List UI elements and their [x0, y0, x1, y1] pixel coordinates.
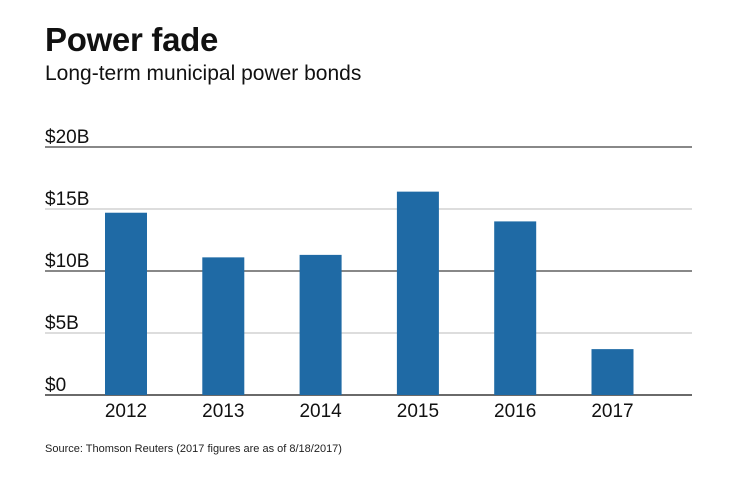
y-tick-label: $20B: [45, 127, 89, 148]
x-tick-label-2012: 2012: [105, 401, 147, 422]
x-tick-label-2017: 2017: [591, 401, 633, 422]
y-tick-label: $5B: [45, 313, 79, 334]
x-axis-tick-labels: 2012 2013 2014 2015 2016 2017: [105, 401, 634, 422]
y-axis-tick-labels: $0 $5B $10B $15B $20B: [45, 127, 89, 396]
source-note: Source: Thomson Reuters (2017 figures ar…: [45, 443, 342, 455]
bars: [105, 191, 634, 395]
chart-subtitle: Long-term municipal power bonds: [45, 62, 362, 85]
bar-2016: [494, 221, 537, 395]
x-tick-label-2013: 2013: [202, 401, 244, 422]
bar-2013: [202, 257, 245, 395]
x-tick-label-2016: 2016: [494, 401, 536, 422]
bar-2012: [105, 212, 147, 395]
chart-title: Power fade: [45, 21, 219, 58]
bar-2014: [299, 254, 342, 395]
gridlines: [45, 146, 692, 396]
bar-2015: [396, 191, 439, 395]
y-tick-label: $10B: [45, 251, 89, 272]
y-tick-label: $15B: [45, 189, 89, 210]
x-tick-label-2014: 2014: [299, 401, 342, 422]
x-tick-label-2015: 2015: [397, 401, 439, 422]
bar-2017: [591, 349, 634, 395]
y-tick-label: $0: [45, 375, 66, 396]
